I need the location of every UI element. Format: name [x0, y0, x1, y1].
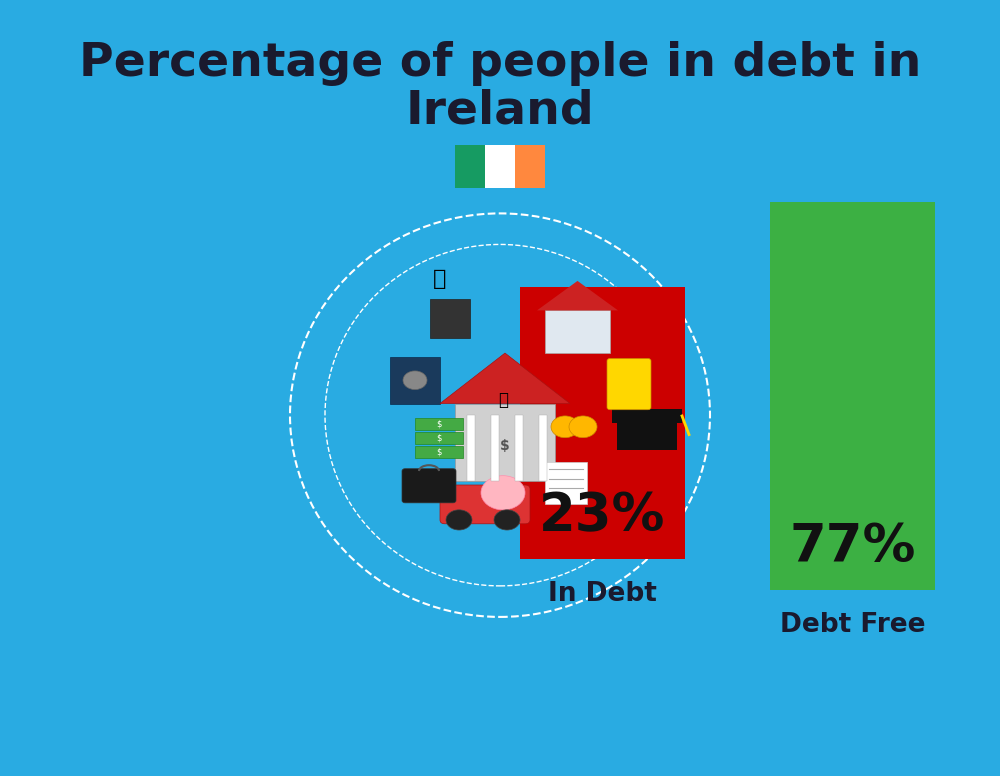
Text: $: $	[500, 439, 510, 453]
Circle shape	[551, 416, 579, 438]
Circle shape	[494, 510, 520, 530]
Text: $: $	[436, 448, 442, 457]
Circle shape	[481, 476, 525, 510]
Polygon shape	[537, 281, 618, 310]
Bar	[539, 415, 547, 481]
Bar	[520, 287, 685, 559]
Text: Ireland: Ireland	[406, 88, 594, 133]
Text: 🔑: 🔑	[498, 390, 508, 409]
Bar	[415, 418, 463, 430]
Text: $: $	[436, 434, 442, 443]
Polygon shape	[440, 353, 570, 404]
Text: 77%: 77%	[789, 521, 916, 573]
Text: 🦅: 🦅	[433, 269, 447, 289]
Bar	[515, 145, 545, 188]
Bar	[415, 432, 463, 444]
Text: 23%: 23%	[539, 490, 666, 542]
Text: Percentage of people in debt in: Percentage of people in debt in	[79, 41, 921, 86]
Circle shape	[403, 371, 427, 390]
FancyBboxPatch shape	[440, 485, 530, 524]
Bar	[545, 310, 610, 353]
Text: Debt Free: Debt Free	[780, 611, 925, 638]
Bar	[515, 415, 523, 481]
Bar	[390, 357, 440, 404]
Bar	[612, 409, 682, 423]
Bar	[485, 145, 515, 188]
Bar	[617, 423, 677, 450]
Text: In Debt: In Debt	[548, 580, 657, 607]
Circle shape	[569, 416, 597, 438]
Text: $: $	[436, 420, 442, 429]
FancyBboxPatch shape	[607, 359, 651, 410]
Circle shape	[446, 510, 472, 530]
Bar	[491, 415, 499, 481]
Bar	[455, 145, 485, 188]
Bar	[455, 404, 555, 481]
Bar	[545, 462, 587, 504]
Bar	[467, 415, 475, 481]
Bar	[415, 446, 463, 458]
Bar	[430, 299, 470, 338]
FancyBboxPatch shape	[402, 469, 456, 503]
Bar	[770, 202, 935, 590]
